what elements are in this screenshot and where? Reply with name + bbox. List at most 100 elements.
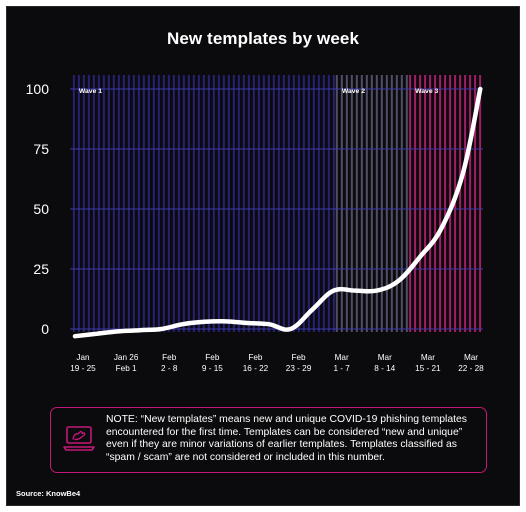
wave-stripe — [157, 75, 160, 332]
wave-stripe — [77, 75, 80, 332]
wave-stripe — [322, 75, 325, 332]
wave-stripe — [479, 75, 482, 332]
wave-stripe — [117, 75, 120, 332]
wave-stripe — [102, 75, 105, 332]
source-credit: Source: KnowBe4 — [16, 489, 81, 498]
wave-stripe — [434, 75, 437, 332]
wave-stripe — [207, 75, 210, 332]
wave-stripe — [232, 75, 235, 332]
x-tick-label: Mar — [421, 353, 435, 362]
x-tick-label: Feb — [162, 353, 177, 362]
x-tick-label: Mar — [378, 353, 392, 362]
wave-stripe — [332, 75, 335, 332]
wave-stripe — [375, 75, 378, 332]
wave-stripe — [97, 75, 100, 332]
wave-stripe — [312, 75, 315, 332]
x-tick-label: 22 - 28 — [458, 364, 484, 373]
x-tick-label: 16 - 22 — [243, 364, 269, 373]
wave-stripe — [385, 75, 388, 332]
wave-stripe — [147, 75, 150, 332]
wave-stripe — [247, 75, 250, 332]
wave-stripe — [419, 75, 422, 332]
wave-stripe — [92, 75, 95, 332]
wave-stripe — [390, 75, 393, 332]
wave-stripe — [177, 75, 180, 332]
wave-stripe — [370, 75, 373, 332]
chart-title: New templates by week — [166, 29, 359, 48]
wave-stripe — [182, 75, 185, 332]
wave-stripe — [187, 75, 190, 332]
x-tick-label: Jan 26 — [114, 353, 139, 362]
x-tick-label: Mar — [464, 353, 478, 362]
x-tick-label: 1 - 7 — [333, 364, 350, 373]
x-tick-label: 19 - 25 — [70, 364, 96, 373]
wave-stripe — [257, 75, 260, 332]
wave-stripe — [162, 75, 165, 332]
wave-stripe — [464, 75, 467, 332]
wave-stripe — [297, 75, 300, 332]
y-tick-label: 50 — [33, 201, 49, 217]
wave-stripe — [82, 75, 85, 332]
wave-stripe — [282, 75, 285, 332]
wave-stripe — [439, 75, 442, 332]
wave-stripe — [262, 75, 265, 332]
wave-stripe — [272, 75, 275, 332]
y-tick-label: 25 — [33, 261, 49, 277]
x-tick-label: Mar — [335, 353, 349, 362]
wave-stripe — [212, 75, 215, 332]
wave-stripe — [122, 75, 125, 332]
y-tick-label: 75 — [33, 141, 49, 157]
wave-stripe — [400, 75, 403, 332]
wave-stripe — [287, 75, 290, 332]
x-tick-label: Feb — [205, 353, 220, 362]
wave-stripe — [449, 75, 452, 332]
note-text: NOTE: “New templates” means new and uniq… — [106, 414, 467, 463]
wave-label: Wave 2 — [342, 88, 365, 95]
wave-stripe — [350, 75, 353, 332]
y-tick-label: 100 — [26, 81, 50, 97]
wave-stripe — [252, 75, 255, 332]
wave-stripe — [444, 75, 447, 332]
wave-stripe — [237, 75, 240, 332]
wave-stripe — [317, 75, 320, 332]
wave-stripe — [277, 75, 280, 332]
wave-stripe — [137, 75, 140, 332]
wave-stripe — [202, 75, 205, 332]
wave-stripe — [469, 75, 472, 332]
wave-stripe — [340, 75, 343, 332]
wave-stripe — [107, 75, 110, 332]
wave-stripe — [395, 75, 398, 332]
wave-stripe — [167, 75, 170, 332]
wave-stripe — [152, 75, 155, 332]
wave-stripe — [192, 75, 195, 332]
wave-stripe — [127, 75, 130, 332]
wave-stripe — [459, 75, 462, 332]
line-chart: 0 25 50 75 100 Jan 19 - 25 Jan 26 Feb 1 Feb 2 - 8… — [26, 75, 484, 373]
laptop-hand-icon — [63, 426, 95, 451]
chart-panel: New templates by week 0 25 50 75 100 Jan 19 -… — [6, 6, 520, 506]
x-tick-label: 2 - 8 — [161, 364, 178, 373]
wave-stripe — [292, 75, 295, 332]
wave-stripe — [302, 75, 305, 332]
note-box: NOTE: “New templates” means new and uniq… — [50, 407, 487, 473]
wave-stripe — [345, 75, 348, 332]
x-tick-label: 9 - 15 — [202, 364, 223, 373]
wave-stripe — [112, 75, 115, 332]
wave-stripe — [72, 75, 75, 332]
wave-stripe — [335, 75, 338, 332]
x-tick-label: Feb 1 — [116, 364, 137, 373]
wave-stripe — [409, 75, 412, 332]
x-tick-label: 8 - 14 — [374, 364, 395, 373]
x-tick-label: Jan — [76, 353, 90, 362]
x-tick-label: Feb — [248, 353, 263, 362]
wave-stripe — [217, 75, 220, 332]
wave-stripe — [355, 75, 358, 332]
wave-stripe — [172, 75, 175, 332]
wave-stripe — [429, 75, 432, 332]
wave-label: Wave 1 — [79, 88, 102, 95]
wave-stripe — [414, 75, 417, 332]
x-tick-label: Feb — [292, 353, 307, 362]
wave-stripe — [267, 75, 270, 332]
wave-stripe — [360, 75, 363, 332]
wave-stripe — [424, 75, 427, 332]
